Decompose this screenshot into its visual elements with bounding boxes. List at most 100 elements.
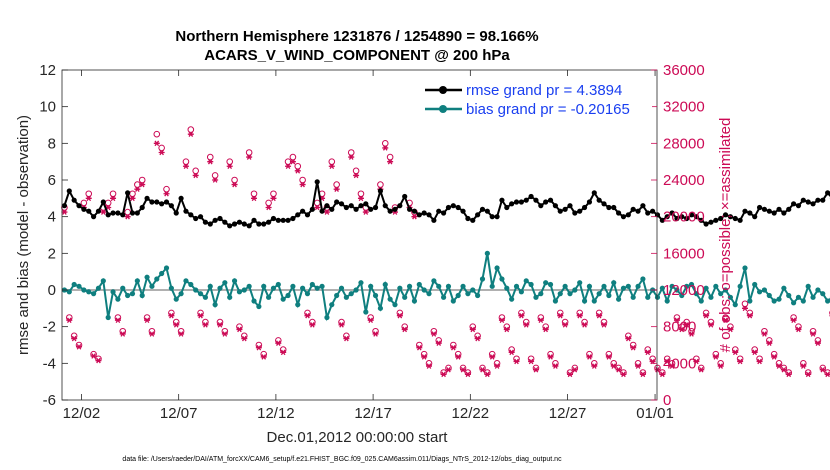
bias-point bbox=[353, 287, 359, 293]
rmse-point bbox=[431, 217, 437, 223]
obs-assimilated-point bbox=[114, 317, 121, 324]
rmse-point bbox=[645, 210, 651, 216]
bias-point bbox=[163, 265, 170, 271]
obs-assimilated-point bbox=[110, 195, 117, 202]
obs-assimilated-point bbox=[737, 358, 744, 365]
obs-assimilated-point bbox=[528, 358, 535, 365]
rmse-point bbox=[601, 201, 607, 207]
obs-assimilated-point bbox=[309, 322, 316, 328]
rmse-point bbox=[776, 206, 782, 212]
obs-assimilated-point bbox=[625, 335, 632, 342]
obs-assimilated-point bbox=[581, 322, 588, 328]
obs-assimilated-point bbox=[241, 335, 248, 342]
rmse-point bbox=[509, 201, 515, 207]
y-tick-label: 10 bbox=[39, 99, 56, 116]
obs-assimilated-point bbox=[489, 354, 496, 360]
bias-point bbox=[625, 283, 631, 289]
rmse-point bbox=[134, 210, 140, 216]
rmse-point bbox=[742, 208, 748, 214]
rmse-point bbox=[86, 208, 92, 214]
obs-assimilated-point bbox=[610, 363, 617, 369]
rmse-point bbox=[212, 217, 218, 223]
bias-point bbox=[810, 294, 816, 300]
bias-point bbox=[280, 296, 286, 302]
obs-assimilated-point bbox=[727, 326, 734, 333]
rmse-point bbox=[280, 217, 286, 223]
obs-assimilated-point bbox=[226, 163, 233, 170]
bias-point bbox=[766, 292, 772, 299]
rmse-point bbox=[270, 215, 277, 222]
rmse-point bbox=[222, 219, 228, 225]
obs-assimilated-point bbox=[129, 195, 136, 202]
rmse-point bbox=[693, 214, 699, 220]
rmse-point bbox=[314, 179, 320, 185]
rmse-point bbox=[382, 203, 388, 209]
obs-assimilated-point bbox=[532, 366, 539, 373]
bias-point bbox=[178, 291, 184, 297]
bias-point bbox=[557, 291, 563, 297]
obs-assimilated-point bbox=[513, 358, 520, 365]
rmse-point bbox=[727, 214, 734, 220]
obs-assimilated-point bbox=[294, 168, 301, 174]
obs-assimilated-point bbox=[814, 340, 821, 346]
obs-assimilated-point bbox=[416, 344, 423, 351]
rmse-point bbox=[640, 203, 646, 209]
bias-point bbox=[324, 314, 330, 321]
rmse-point bbox=[547, 197, 554, 203]
rmse-point bbox=[100, 199, 106, 205]
x-tick-label: 12/02 bbox=[63, 405, 101, 422]
obs-assimilated-point bbox=[260, 354, 267, 360]
rmse-point bbox=[343, 204, 349, 211]
x-tick-label: 12/17 bbox=[354, 405, 392, 422]
rmse-point bbox=[581, 204, 588, 211]
obs-assimilated-point bbox=[314, 204, 321, 211]
bias-point bbox=[513, 283, 520, 289]
rmse-point bbox=[586, 199, 593, 205]
bias-point bbox=[790, 300, 797, 306]
bias-point bbox=[120, 285, 126, 291]
bias-point bbox=[737, 283, 743, 289]
bias-point bbox=[314, 285, 320, 291]
rmse-point bbox=[319, 208, 325, 214]
bias-point bbox=[664, 298, 670, 304]
rmse-point bbox=[708, 219, 714, 225]
rmse-point bbox=[771, 210, 777, 216]
rmse-point bbox=[275, 217, 281, 223]
rmse-point bbox=[105, 212, 111, 218]
obs-possible-point bbox=[163, 185, 170, 193]
obs-assimilated-point bbox=[810, 331, 817, 337]
obs-assimilated-point bbox=[571, 366, 578, 373]
bias-point bbox=[290, 283, 296, 289]
bias-point bbox=[572, 287, 578, 293]
obs-possible-point bbox=[211, 172, 219, 179]
bias-point bbox=[693, 291, 699, 297]
y-tick-label: 8 bbox=[48, 135, 56, 152]
obs-assimilated-point bbox=[299, 181, 306, 188]
chart-title: Northern Hemisphere 1231876 / 1254890 = … bbox=[175, 28, 538, 45]
rmse-point bbox=[494, 214, 500, 220]
rmse-point bbox=[154, 199, 160, 205]
rmse-point bbox=[620, 214, 627, 220]
bias-point bbox=[771, 298, 777, 304]
y2-tick-label: 0 bbox=[663, 392, 671, 409]
legend-rmse-marker bbox=[439, 86, 447, 94]
obs-possible-point bbox=[192, 167, 199, 175]
rmse-point bbox=[747, 210, 753, 216]
rmse-point bbox=[659, 217, 665, 223]
obs-assimilated-point bbox=[445, 366, 452, 373]
bias-point bbox=[212, 302, 218, 308]
obs-assimilated-point bbox=[124, 213, 131, 220]
bias-point bbox=[455, 292, 461, 299]
obs-possible-point bbox=[226, 158, 234, 165]
bias-point bbox=[756, 289, 763, 295]
bias-point bbox=[154, 276, 160, 282]
bias-point bbox=[139, 292, 145, 299]
obs-assimilated-point bbox=[280, 349, 287, 356]
bias-point bbox=[518, 289, 524, 295]
rmse-point bbox=[698, 217, 704, 223]
obs-possible-point bbox=[206, 153, 214, 161]
obs-assimilated-point bbox=[494, 363, 501, 369]
rmse-point bbox=[436, 208, 442, 214]
obs-assimilated-point bbox=[717, 363, 724, 369]
obs-assimilated-point bbox=[66, 317, 73, 324]
